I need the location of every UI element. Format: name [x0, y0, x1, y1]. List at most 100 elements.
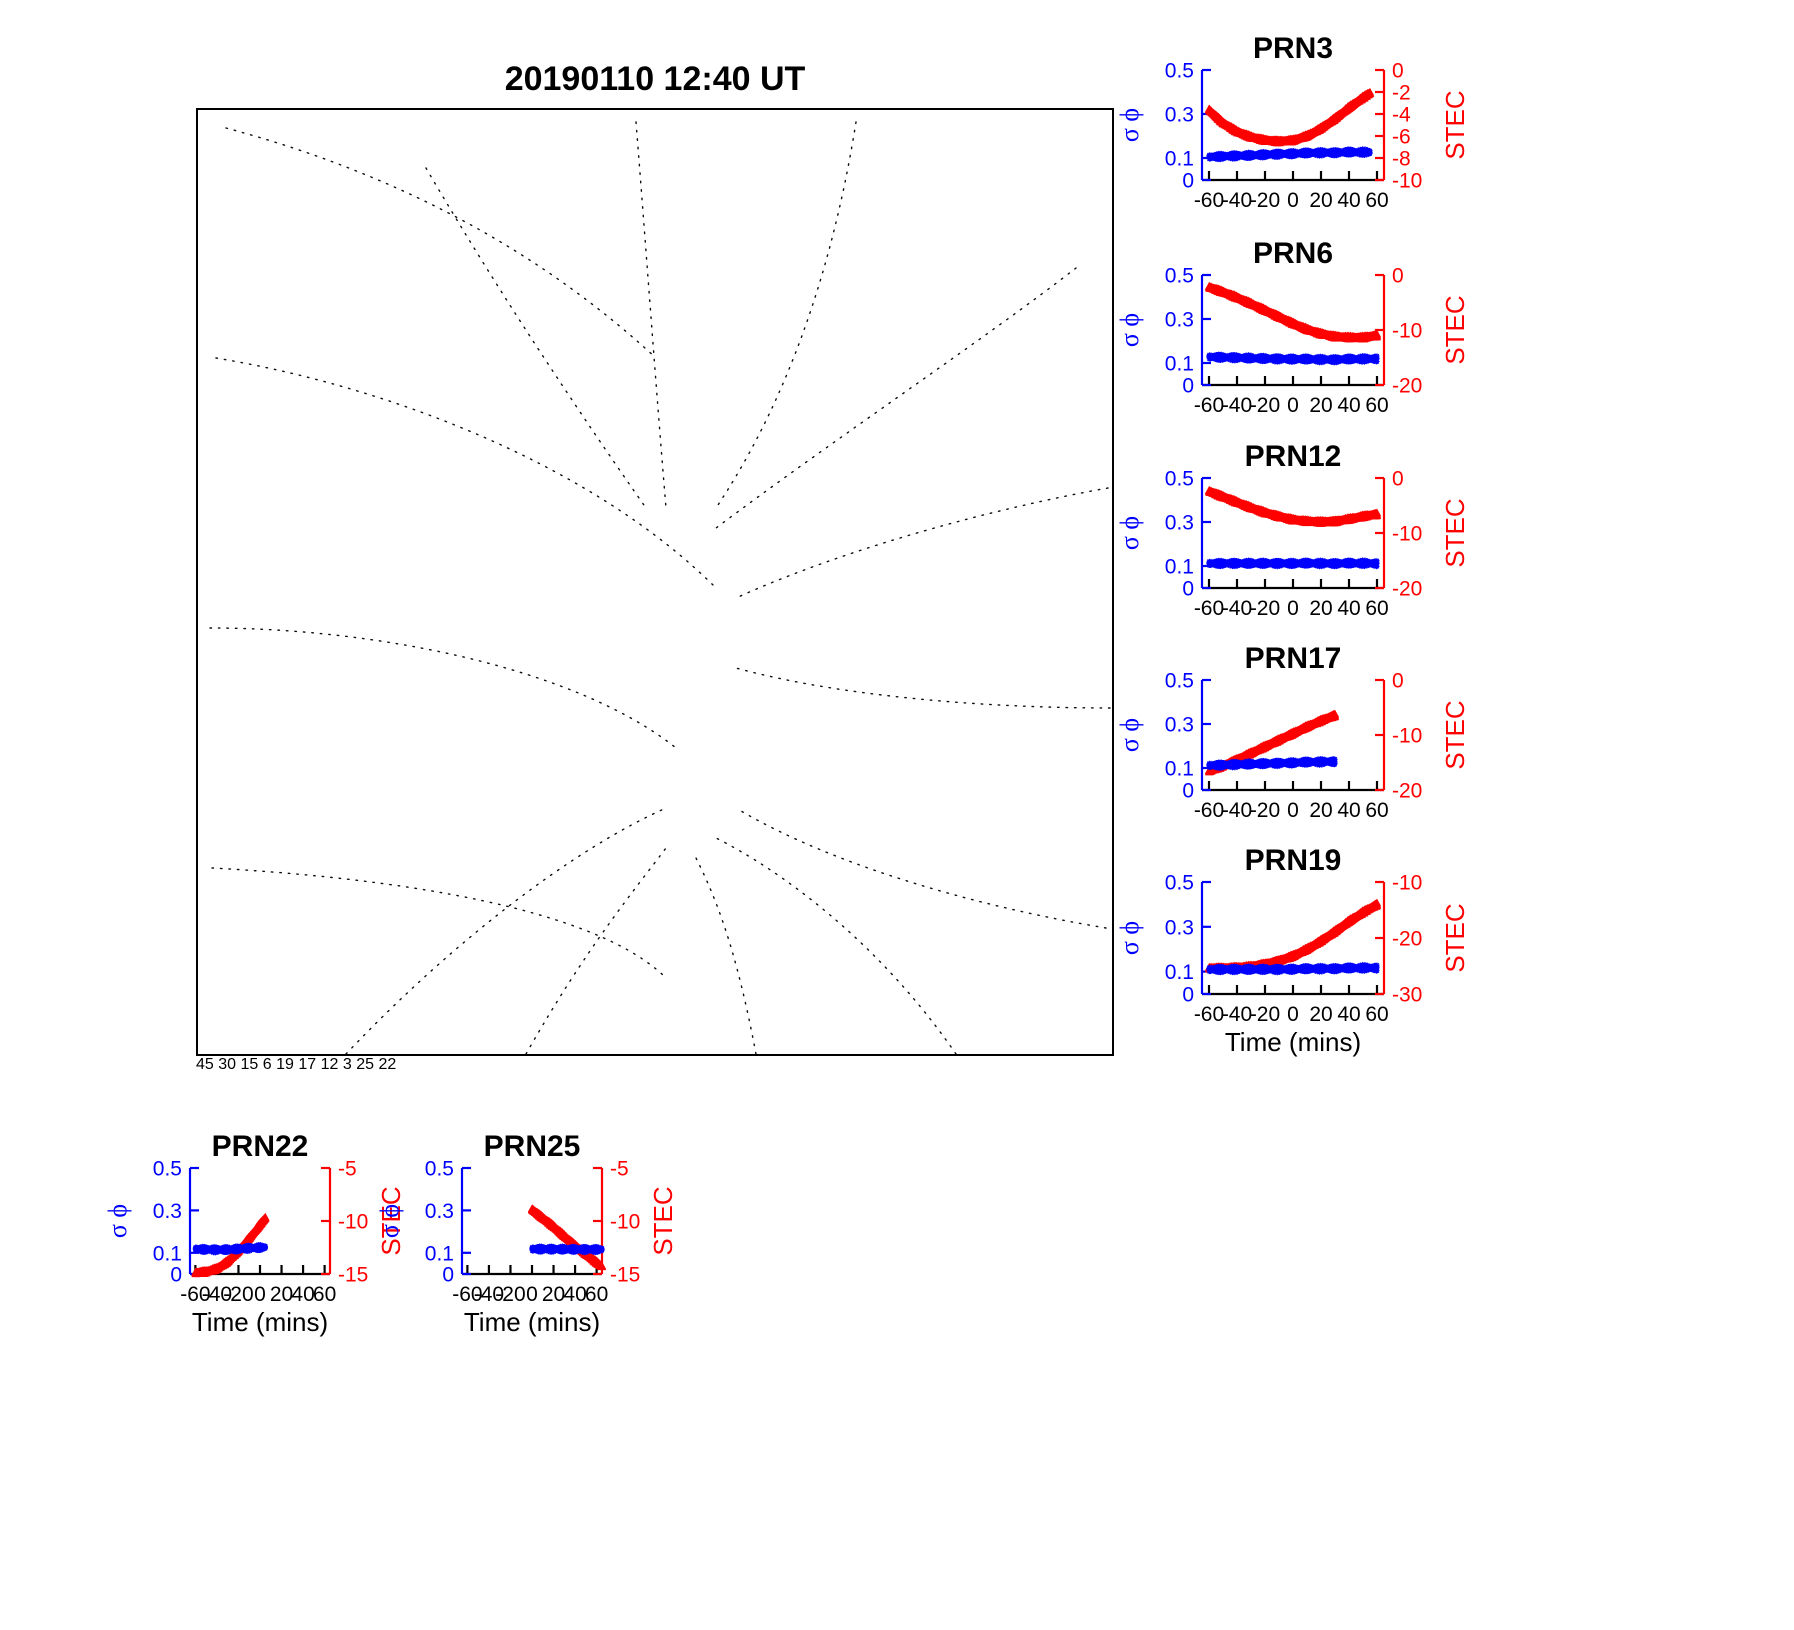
satellite-marker-22[interactable]: 22 [378, 1056, 396, 1073]
elevation-label-30: 30 [218, 1056, 236, 1073]
x-tick-label: 60 [585, 1283, 608, 1306]
satellite-label-25: 25 [356, 1056, 374, 1073]
subplot-container-prn17: PRN17 -60 -40 -20 0 20 40 60 0 0.1 0.3 0.5 0 -10 -20 σ … [1114, 630, 1494, 830]
subplot-title: PRN12 [1245, 440, 1342, 473]
x-tick-label: 20 [1309, 799, 1332, 822]
x-tick-label: 0 [1287, 394, 1299, 417]
satellite-label-3: 3 [343, 1056, 352, 1073]
x-tick-label: -40 [474, 1283, 504, 1306]
x-tick-label: 60 [1365, 189, 1388, 212]
y-right-tick-label: -4 [1392, 104, 1411, 127]
x-tick-label: -60 [1194, 394, 1224, 417]
x-tick-label: -20 [223, 1283, 253, 1306]
elevation-label-45: 45 [196, 1056, 214, 1073]
axis-label-stec: STEC [648, 1186, 678, 1255]
series-sigma-phi [1206, 557, 1380, 570]
x-tick-label: -20 [1250, 189, 1280, 212]
subplot-container-prn6: PRN6 -60 -40 -20 0 20 40 60 0 0.1 0.3 0.5 0 -10 -20 σ ϕ… [1114, 225, 1494, 425]
subplot-container-prn19: PRN19 -60 -40 -20 0 20 40 60 0 0.1 0.3 0.5 -10 -20 -30… [1114, 832, 1494, 1072]
y-left-tick-label: 0.5 [1165, 60, 1194, 83]
sky-plot: 45 30 15 6 19 17 12 3 25 22 [196, 108, 1114, 1074]
y-right-tick-label: -10 [1392, 872, 1422, 895]
elevation-ring-labels: 45 30 15 [196, 1056, 263, 1073]
satellite-marker-17[interactable]: 17 12 3 25 22 [298, 1056, 396, 1073]
x-tick-label: 40 [291, 1283, 314, 1306]
y-left-tick-label: 0.1 [425, 1242, 454, 1265]
y-left-tick-label: 0.5 [153, 1158, 182, 1181]
x-tick-label: -40 [1222, 1003, 1252, 1026]
axis-label-sigma-phi: σ ϕ [1115, 921, 1144, 955]
satellite-marker-3[interactable]: 3 25 22 [343, 1056, 396, 1073]
y-right-tick-label: -10 [1392, 523, 1422, 546]
satellite-marker-19[interactable]: 19 17 12 3 25 22 [276, 1056, 396, 1073]
x-tick-label: 60 [1365, 1003, 1388, 1026]
y-left-tick-label: 0.3 [425, 1200, 454, 1223]
axis-label-sigma-phi: σ ϕ [1115, 108, 1144, 142]
x-tick-label: -40 [1222, 799, 1252, 822]
axis-label-time: Time (mins) [192, 1307, 328, 1337]
map-graticule [209, 121, 1111, 1055]
axis-label-stec: STEC [1440, 498, 1470, 567]
series-sigma-phi [192, 1242, 268, 1256]
y-right-tick-label: -15 [610, 1264, 640, 1287]
satellite-marker-12[interactable]: 12 3 25 22 [321, 1056, 397, 1073]
y-left-tick-label: 0.1 [1165, 148, 1194, 171]
y-right-tick-label: -10 [1392, 320, 1422, 343]
series-sigma-phi [1206, 962, 1380, 976]
y-left-tick-label: 0.5 [1165, 468, 1194, 491]
y-right-tick-label: -10 [1392, 170, 1422, 193]
axis-label-sigma-phi: σ ϕ [103, 1204, 132, 1238]
y-left-tick-label: 0.1 [1165, 961, 1194, 984]
x-tick-label: 60 [1365, 394, 1388, 417]
series-sigma-phi [1206, 756, 1338, 771]
subplot-title: PRN19 [1245, 844, 1342, 877]
satellite-marker-25[interactable]: 25 22 [356, 1056, 396, 1073]
y-right-tick-label: 0 [1392, 468, 1404, 491]
x-tick-label: -60 [1194, 1003, 1224, 1026]
y-left-tick-label: 0 [1182, 578, 1194, 601]
y-left-tick-label: 0 [442, 1264, 454, 1287]
series-stec [1204, 281, 1382, 343]
x-tick-label: 0 [1287, 1003, 1299, 1026]
y-left-tick-label: 0.1 [1165, 556, 1194, 579]
y-right-tick-label: -8 [1392, 148, 1411, 171]
x-tick-label: 40 [1337, 394, 1360, 417]
satellite-label-19: 19 [276, 1056, 294, 1073]
subplot-title: PRN22 [212, 1130, 309, 1163]
x-tick-label: 0 [254, 1283, 266, 1306]
y-left-tick-label: 0.3 [1165, 512, 1194, 535]
y-left-tick-label: 0 [1182, 984, 1194, 1007]
satellite-marker-6[interactable]: 6 19 17 12 3 25 22 [263, 1056, 397, 1073]
x-tick-label: 20 [1309, 189, 1332, 212]
x-tick-label: 20 [1309, 597, 1332, 620]
y-right-tick-label: -5 [338, 1158, 357, 1181]
axis-label-sigma-phi: σ ϕ [1115, 516, 1144, 550]
y-left-tick-label: 0.3 [1165, 309, 1194, 332]
y-left-tick-label: 0.1 [153, 1242, 182, 1265]
y-left-tick-label: 0.1 [1165, 758, 1194, 781]
subplot-title: PRN25 [484, 1130, 581, 1163]
satellite-label-6: 6 [263, 1056, 272, 1073]
x-tick-label: 60 [1365, 597, 1388, 620]
axis-label-stec: STEC [1440, 90, 1470, 159]
x-tick-label: -60 [180, 1283, 210, 1306]
y-right-tick-label: -10 [338, 1211, 368, 1234]
x-tick-label: -20 [495, 1283, 525, 1306]
y-left-tick-label: 0 [1182, 375, 1194, 398]
subplot-container-prn3: PRN3 -60 -40 -20 0 20 40 60 0 0.1 0.3 0.5 0 -2 -4 -6 -8-… [1114, 20, 1494, 220]
axis-label-sigma-phi: σ ϕ [375, 1204, 404, 1238]
series-stec [1204, 87, 1375, 147]
axis-label-stec: STEC [1440, 700, 1470, 769]
x-tick-label: 20 [1309, 1003, 1332, 1026]
series-sigma-phi [1206, 146, 1373, 163]
series-sigma-phi [1206, 351, 1380, 366]
x-tick-label: -40 [1222, 597, 1252, 620]
y-left-tick-label: 0 [170, 1264, 182, 1287]
